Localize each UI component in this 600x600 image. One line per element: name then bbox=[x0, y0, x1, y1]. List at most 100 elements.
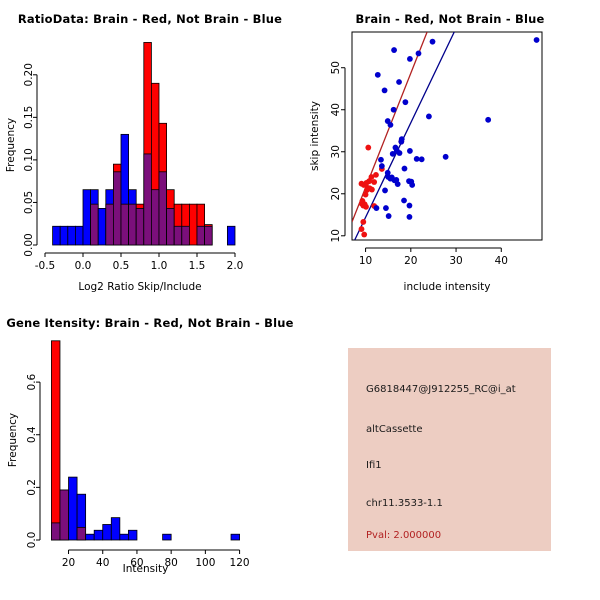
histogram-bar-overlap bbox=[173, 225, 183, 246]
histogram-bar-overlap bbox=[166, 208, 175, 246]
histogram-bar bbox=[230, 533, 240, 541]
svg-text:1.0: 1.0 bbox=[151, 260, 168, 272]
info-event-type: altCassette bbox=[366, 424, 423, 435]
scatter-point bbox=[401, 165, 408, 172]
scatter-point bbox=[363, 203, 369, 210]
scatter-point bbox=[402, 99, 409, 106]
svg-text:10: 10 bbox=[359, 255, 372, 267]
ratio-histogram-plot: -0.5 0.0 0.5 1.0 1.5 2.0 0.00 0.05 0.10 0.15 0.20 L… bbox=[5, 42, 244, 293]
histogram-bar-overlap bbox=[128, 203, 137, 246]
scatter-point bbox=[418, 156, 425, 163]
scatter-point bbox=[390, 106, 397, 113]
histogram-bar-overlap bbox=[90, 203, 99, 246]
histogram-bar-overlap bbox=[113, 171, 122, 246]
histogram-bar bbox=[97, 208, 107, 246]
scatter-point bbox=[385, 213, 392, 219]
histogram-bar-overlap bbox=[51, 522, 61, 541]
scatter-point bbox=[369, 186, 375, 193]
scatter-point bbox=[388, 174, 395, 181]
y-axis-label: skip intensity bbox=[309, 101, 321, 171]
svg-text:120: 120 bbox=[230, 557, 250, 569]
scatter-point bbox=[374, 71, 381, 78]
scatter-point bbox=[373, 205, 380, 211]
ratio-histogram-title: RatioData: Brain - Red, Not Brain - Blue bbox=[17, 12, 283, 26]
svg-text:40: 40 bbox=[495, 255, 508, 267]
histogram-bar-overlap bbox=[150, 189, 160, 246]
scatter-point bbox=[401, 197, 407, 204]
x-axis-label: include intensity bbox=[404, 281, 491, 293]
histogram-bar bbox=[127, 529, 138, 541]
svg-text:40: 40 bbox=[96, 557, 109, 569]
info-probe-id: G6818447@J912255_RC@i_at bbox=[366, 384, 516, 395]
info-pval: Pval: 2.000000 bbox=[366, 530, 442, 541]
histogram-bar bbox=[82, 189, 91, 246]
scatter-point bbox=[391, 47, 397, 53]
probe-info-panel: G6818447@J912255_RC@i_at altCassette Ifi… bbox=[348, 348, 551, 551]
histogram-bar-overlap bbox=[181, 225, 190, 246]
scatter-point bbox=[394, 181, 401, 188]
svg-text:0.15: 0.15 bbox=[23, 106, 35, 129]
svg-text:80: 80 bbox=[164, 557, 177, 569]
regression-line bbox=[354, 32, 455, 240]
scatter-point bbox=[442, 153, 449, 160]
svg-text:20: 20 bbox=[62, 557, 75, 569]
scatter-point bbox=[389, 150, 396, 157]
scatter-point bbox=[396, 79, 402, 85]
scatter-point bbox=[429, 38, 436, 45]
svg-text:0.0: 0.0 bbox=[26, 532, 38, 549]
x-axis-label: Intensity bbox=[123, 563, 169, 575]
x-axis-label: Log2 Ratio Skip/Include bbox=[78, 281, 201, 293]
histogram-bar bbox=[59, 225, 69, 246]
svg-text:0.5: 0.5 bbox=[113, 260, 130, 272]
svg-text:30: 30 bbox=[449, 255, 462, 267]
histogram-bar bbox=[188, 203, 198, 246]
histogram-bar bbox=[102, 524, 112, 541]
scatter-point bbox=[382, 187, 388, 194]
histogram-bar bbox=[51, 340, 61, 541]
y-axis-label: Frequency bbox=[7, 413, 19, 467]
scatter-point bbox=[396, 150, 403, 156]
svg-text:2.0: 2.0 bbox=[227, 260, 244, 272]
scatter-point bbox=[378, 156, 384, 163]
scatter-point bbox=[485, 116, 492, 123]
info-locus: chr11.3533-1.1 bbox=[366, 498, 443, 509]
histogram-bar-overlap bbox=[105, 203, 114, 246]
svg-text:0.0: 0.0 bbox=[75, 260, 92, 272]
histogram-bar-overlap bbox=[143, 153, 152, 246]
scatter-point bbox=[384, 169, 391, 176]
histogram-bar-overlap bbox=[158, 171, 167, 246]
plot-frame bbox=[351, 31, 543, 241]
svg-text:1.5: 1.5 bbox=[189, 260, 206, 272]
histogram-bar bbox=[110, 517, 121, 541]
scatter-point bbox=[407, 55, 413, 62]
histogram-bar bbox=[226, 225, 236, 246]
histogram-bar bbox=[75, 225, 84, 246]
info-gene-symbol: Ifi1 bbox=[366, 460, 382, 471]
histogram-bar-overlap bbox=[76, 526, 87, 541]
svg-text:60: 60 bbox=[130, 557, 143, 569]
scatter-point bbox=[415, 50, 422, 57]
scatter-point bbox=[362, 191, 369, 198]
scatter-point bbox=[533, 37, 540, 43]
scatter-point bbox=[359, 198, 366, 204]
scatter-point bbox=[413, 156, 420, 162]
svg-text:10: 10 bbox=[330, 229, 342, 242]
histogram-bar-overlap bbox=[204, 225, 213, 246]
scatter-point bbox=[398, 136, 405, 143]
svg-text:0.4: 0.4 bbox=[26, 426, 38, 443]
gene-histogram-title: Gene Itensity: Brain - Red, Not Brain - … bbox=[6, 316, 294, 330]
histogram-bar bbox=[67, 225, 76, 246]
svg-text:20: 20 bbox=[404, 255, 417, 267]
scatter-point bbox=[407, 148, 413, 154]
histogram-bar-overlap bbox=[59, 489, 69, 541]
svg-text:0.2: 0.2 bbox=[26, 479, 38, 496]
histogram-bar bbox=[93, 529, 104, 541]
histogram-bar bbox=[52, 225, 61, 246]
scatter-plot: 10 20 30 40 10 20 30 40 50 include intensity skip … bbox=[309, 31, 543, 293]
histogram-bar bbox=[119, 533, 129, 541]
scatter-point bbox=[426, 113, 432, 120]
scatter-point bbox=[406, 213, 413, 220]
svg-text:100: 100 bbox=[195, 557, 215, 569]
gene-histogram-plot: 20 40 60 80 100 120 0.0 0.2 0.4 0.6 Intensity Frequ… bbox=[7, 340, 250, 575]
